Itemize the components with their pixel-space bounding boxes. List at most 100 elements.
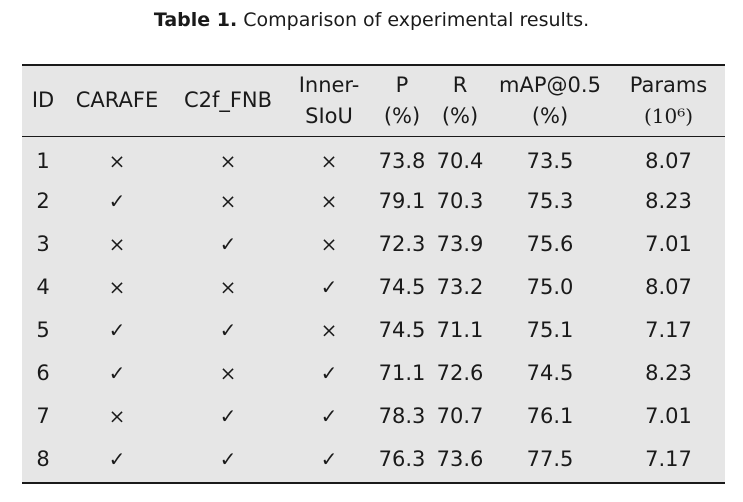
table-cell-p: 79.1 (378, 188, 426, 213)
table-cell-c2f-fnb: × (219, 274, 237, 299)
table-cell-params: 7.01 (645, 403, 692, 428)
table-cell-p: 74.5 (378, 317, 426, 342)
column-header: C2f_FNB (170, 66, 286, 137)
table-cell-r: 73.6 (436, 446, 484, 471)
table-row: 6 ✓ × ✓ 71.1 72.6 74.5 8.23 (22, 351, 725, 394)
table-cell-map: 77.5 (526, 446, 574, 471)
table-cell-inner-siou: ✓ (320, 274, 338, 299)
column-header: ID (22, 66, 64, 137)
table-cell-map: 75.6 (526, 231, 574, 256)
table-cell-params: 8.23 (645, 360, 692, 385)
table-row: 4 × × ✓ 74.5 73.2 75.0 8.07 (22, 265, 725, 308)
column-header-label: CARAFE (75, 88, 159, 113)
table-cell-params: 7.01 (645, 231, 692, 256)
table-cell-c2f-fnb: × (219, 360, 237, 385)
column-header: Inner- SIoU (286, 66, 372, 137)
table-cell-inner-siou: × (320, 188, 338, 213)
table-row: 7 × ✓ ✓ 78.3 70.7 76.1 7.01 (22, 394, 725, 437)
table-cell-id: 7 (36, 403, 50, 428)
table-row: 2 ✓ × × 79.1 70.3 75.3 8.23 (22, 179, 725, 222)
table-cell-carafe: ✓ (108, 317, 126, 342)
table-cell-p: 78.3 (378, 403, 426, 428)
table-cell-carafe: × (108, 148, 126, 173)
table-cell-map: 75.1 (526, 317, 574, 342)
table-cell-id: 2 (36, 188, 50, 213)
results-table-container: ID CARAFE C2f_FNB Inner- SIoU P (%) R (%) mAP@0.5… (22, 64, 725, 484)
table-cell-r: 70.7 (436, 403, 484, 428)
column-header: CARAFE (64, 66, 170, 137)
table-cell-id: 5 (36, 317, 50, 342)
table-header: ID CARAFE C2f_FNB Inner- SIoU P (%) R (%) mAP@0.5… (22, 66, 725, 137)
column-header-unit: (%) (441, 103, 479, 128)
table-cell-c2f-fnb: ✓ (219, 446, 237, 471)
column-header: R (%) (432, 66, 488, 137)
table-cell-params: 7.17 (645, 446, 692, 471)
table-cell-carafe: × (108, 231, 126, 256)
table-cell-params: 8.07 (645, 148, 692, 173)
column-header-label: C2f_FNB (183, 88, 273, 113)
table-cell-map: 74.5 (526, 360, 574, 385)
table-row: 8 ✓ ✓ ✓ 76.3 73.6 77.5 7.17 (22, 437, 725, 480)
table-cell-carafe: ✓ (108, 360, 126, 385)
table-cell-carafe: × (108, 403, 126, 428)
column-header-unit: (%) (531, 103, 569, 128)
table-cell-params: 8.23 (645, 188, 692, 213)
table-caption: Table 1. Comparison of experimental resu… (0, 6, 743, 34)
table-cell-p: 72.3 (378, 231, 426, 256)
table-cell-carafe: × (108, 274, 126, 299)
table-body: 1 × × × 73.8 70.4 73.5 8.07 2 ✓ × × 79.1 70.3 75.3 8.23… (22, 136, 725, 480)
table-cell-params: 8.07 (645, 274, 692, 299)
table-cell-id: 4 (36, 274, 50, 299)
table-cell-c2f-fnb: × (219, 188, 237, 213)
table-cell-r: 73.2 (436, 274, 484, 299)
table-cell-id: 6 (36, 360, 50, 385)
table-cell-inner-siou: ✓ (320, 403, 338, 428)
table-cell-inner-siou: ✓ (320, 360, 338, 385)
column-header-unit: SIoU (305, 103, 353, 128)
table-cell-map: 73.5 (526, 148, 574, 173)
column-header: Params (10⁶) (612, 66, 725, 137)
table-cell-inner-siou: × (320, 148, 338, 173)
table-cell-map: 75.3 (526, 188, 574, 213)
column-header: P (%) (372, 66, 432, 137)
table-row: 1 × × × 73.8 70.4 73.5 8.07 (22, 136, 725, 179)
column-header-label: ID (31, 88, 55, 113)
table-cell-r: 70.4 (436, 148, 484, 173)
table-row: 3 × ✓ × 72.3 73.9 75.6 7.01 (22, 222, 725, 265)
column-header-label: R (452, 72, 468, 97)
column-header-unit: (10⁶) (643, 103, 694, 128)
column-header-label: P (395, 72, 409, 97)
table-cell-r: 72.6 (436, 360, 484, 385)
table-cell-params: 7.17 (645, 317, 692, 342)
table-cell-inner-siou: × (320, 317, 338, 342)
table-cell-r: 70.3 (436, 188, 484, 213)
column-header-unit: (%) (383, 103, 421, 128)
table-cell-p: 73.8 (378, 148, 426, 173)
table-cell-r: 73.9 (436, 231, 484, 256)
table-cell-c2f-fnb: ✓ (219, 317, 237, 342)
table-cell-inner-siou: × (320, 231, 338, 256)
table-cell-carafe: ✓ (108, 446, 126, 471)
table-cell-carafe: ✓ (108, 188, 126, 213)
table-cell-map: 75.0 (526, 274, 574, 299)
table-cell-c2f-fnb: ✓ (219, 403, 237, 428)
results-table: ID CARAFE C2f_FNB Inner- SIoU P (%) R (%) mAP@0.5… (22, 66, 725, 480)
table-cell-p: 76.3 (378, 446, 426, 471)
table-cell-inner-siou: ✓ (320, 446, 338, 471)
table-row: 5 ✓ ✓ × 74.5 71.1 75.1 7.17 (22, 308, 725, 351)
column-header-label: mAP@0.5 (499, 72, 601, 97)
caption-label: Table 1. (153, 9, 238, 31)
caption-text: Comparison of experimental results. (243, 9, 590, 31)
column-header-label: Params (629, 72, 708, 97)
table-cell-id: 8 (36, 446, 50, 471)
column-header: mAP@0.5 (%) (488, 66, 612, 137)
table-cell-c2f-fnb: ✓ (219, 231, 237, 256)
table-cell-c2f-fnb: × (219, 148, 237, 173)
table-cell-p: 71.1 (378, 360, 426, 385)
header-row: ID CARAFE C2f_FNB Inner- SIoU P (%) R (%) mAP@0.5… (22, 66, 725, 137)
table-cell-id: 3 (36, 231, 50, 256)
table-cell-p: 74.5 (378, 274, 426, 299)
table-cell-id: 1 (36, 148, 50, 173)
table-cell-r: 71.1 (436, 317, 484, 342)
table-cell-map: 76.1 (526, 403, 574, 428)
